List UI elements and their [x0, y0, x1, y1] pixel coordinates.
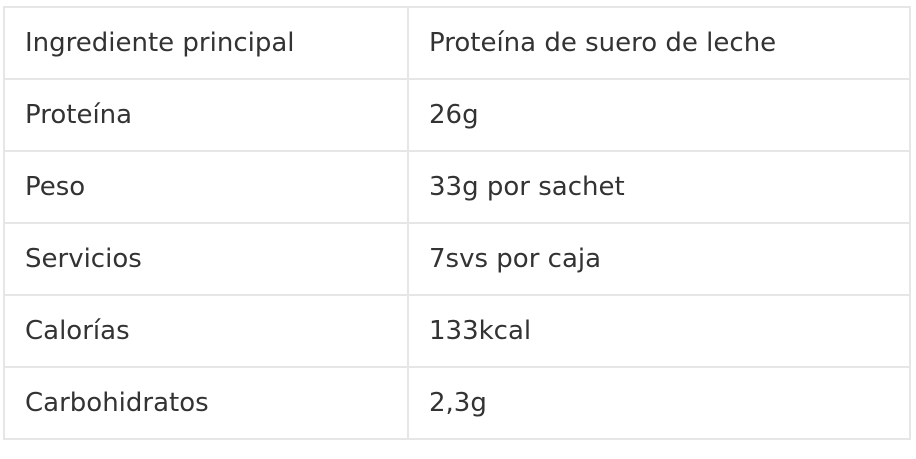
row-label: Servicios	[3, 222, 409, 296]
row-value: 7svs por caja	[407, 222, 911, 296]
row-label: Ingrediente principal	[3, 6, 409, 80]
row-label: Carbohidratos	[3, 366, 409, 440]
table-row: Ingrediente principal Proteína de suero d…	[3, 6, 911, 80]
table-row: Calorías 133kcal	[3, 294, 911, 368]
row-value: Proteína de suero de leche	[407, 6, 911, 80]
table-row: Carbohidratos 2,3g	[3, 366, 911, 440]
row-value: 26g	[407, 78, 911, 152]
table-row: Peso 33g por sachet	[3, 150, 911, 224]
row-value: 133kcal	[407, 294, 911, 368]
row-value: 33g por sachet	[407, 150, 911, 224]
row-value: 2,3g	[407, 366, 911, 440]
row-label: Proteína	[3, 78, 409, 152]
table-row: Proteína 26g	[3, 78, 911, 152]
table-row: Servicios 7svs por caja	[3, 222, 911, 296]
nutrition-table: Ingrediente principal Proteína de suero d…	[3, 6, 911, 440]
row-label: Peso	[3, 150, 409, 224]
row-label: Calorías	[3, 294, 409, 368]
